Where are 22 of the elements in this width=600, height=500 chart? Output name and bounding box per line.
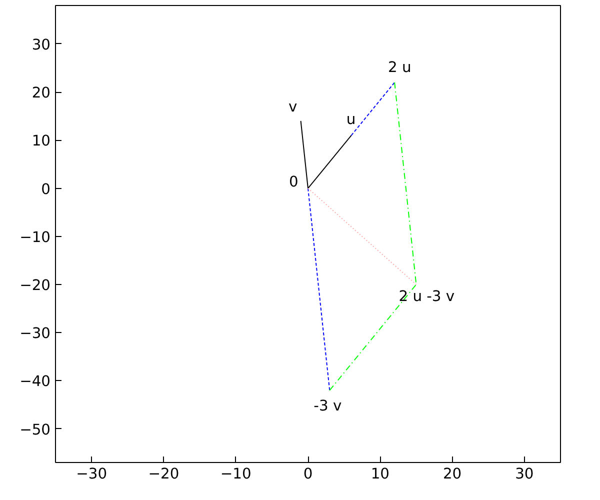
annotation: u <box>346 110 356 128</box>
y-tick-label: −10 <box>20 228 51 246</box>
x-tick-label: 20 <box>442 466 462 482</box>
y-tick-label: −40 <box>20 373 51 390</box>
x-tick-label: −20 <box>148 466 180 482</box>
annotation: -3 v <box>314 398 342 415</box>
y-tick-label: 30 <box>32 36 51 54</box>
x-tick-label: −30 <box>76 466 108 482</box>
annotation: 0 <box>289 174 298 191</box>
annotation: 2 u <box>388 58 412 76</box>
x-tick-label: 10 <box>370 466 390 482</box>
y-tick-label: −20 <box>20 277 51 294</box>
x-tick-label: 0 <box>303 466 313 482</box>
annotation: 2 u -3 v <box>398 288 455 306</box>
y-tick-label: 20 <box>32 84 51 102</box>
y-tick-label: 0 <box>41 180 51 198</box>
y-tick-label: −50 <box>20 421 51 438</box>
y-tick-label: −30 <box>20 325 51 342</box>
x-tick-label: −10 <box>220 466 252 482</box>
y-tick-label: 10 <box>32 132 51 150</box>
x-tick-label: 30 <box>515 466 534 482</box>
annotation: v <box>288 98 298 116</box>
